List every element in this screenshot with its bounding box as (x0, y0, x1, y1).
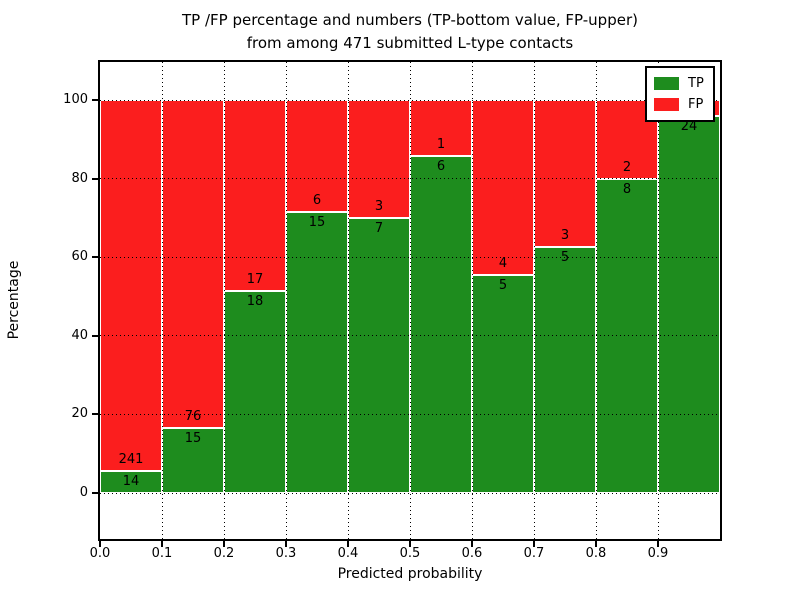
tp-count-label: 8 (622, 181, 632, 197)
tp-count-label: 18 (246, 293, 264, 309)
x-tick-mark (409, 541, 411, 547)
tp-count-label: 14 (122, 474, 140, 490)
y-tick-label: 100 (63, 92, 88, 107)
x-tick-label: 0.4 (337, 546, 359, 561)
x-tick-label: 0.6 (461, 546, 483, 561)
bar-fp-segment (534, 100, 596, 248)
y-tick-mark (92, 492, 98, 494)
bar-tp-segment (658, 115, 720, 493)
y-tick-label: 40 (71, 327, 88, 343)
x-tick-label: 0.9 (647, 546, 669, 561)
chart-title-line1: TP /FP percentage and numbers (TP-bottom… (182, 11, 638, 29)
fp-count-label: 2 (622, 159, 632, 175)
y-tick-mark (92, 99, 98, 101)
fp-count-label: 1 (436, 137, 446, 153)
v-gridline (533, 62, 535, 539)
legend-entry-tp: TP (654, 75, 706, 91)
v-gridline (161, 62, 163, 539)
fp-count-label: 3 (560, 228, 570, 244)
y-tick-mark (92, 177, 98, 180)
fp-count-label: 17 (246, 271, 264, 287)
y-tick-label: 80 (71, 170, 88, 186)
bar-fp-segment (472, 100, 534, 275)
x-tick-label: 0.1 (151, 546, 173, 561)
bar-fp-segment (100, 100, 162, 472)
chart-title-line2: from among 471 submitted L-type contacts (246, 34, 574, 52)
x-tick-mark (285, 541, 287, 547)
v-gridline (285, 62, 287, 539)
x-tick-label: 0.7 (523, 546, 545, 561)
v-gridline (595, 62, 597, 539)
v-gridline (347, 62, 349, 539)
bar-fp-segment (410, 100, 472, 157)
legend-entry-fp: FP (654, 96, 706, 112)
legend-label-fp: FP (688, 96, 704, 112)
tp-count-label: 7 (374, 220, 384, 236)
bar-fp-segment (224, 100, 286, 291)
bar-tp-segment (410, 156, 472, 493)
x-tick-label: 0.0 (89, 546, 111, 561)
bar-tp-segment (472, 274, 534, 493)
fp-count-label: 3 (374, 198, 384, 214)
fp-count-label: 6 (312, 193, 322, 209)
y-tick-label: 0 (79, 485, 88, 500)
bar-fp-segment (286, 100, 348, 213)
plot-area: 241 14 76 15 17 18 6 15 3 7 1 6 4 5 3 5 2 8 24 TP FP (98, 60, 722, 541)
legend: TP FP (645, 66, 715, 122)
fp-count-label: 4 (498, 255, 508, 271)
x-tick-mark (471, 541, 473, 547)
tp-count-label: 5 (498, 277, 508, 293)
v-gridline (657, 62, 659, 539)
legend-label-tp: TP (688, 75, 704, 91)
y-tick-label: 60 (71, 249, 88, 265)
x-tick-label: 0.5 (399, 546, 421, 561)
tp-count-label: 24 (680, 118, 698, 134)
y-tick-label: 20 (71, 406, 88, 422)
tp-count-label: 15 (184, 431, 202, 447)
bar-tp-segment (534, 247, 596, 493)
x-tick-mark (99, 541, 101, 547)
bar-tp-segment (348, 217, 410, 493)
legend-swatch-fp-icon (654, 98, 679, 111)
fp-count-label: 76 (184, 409, 202, 425)
fp-count-label: 241 (118, 452, 144, 468)
chart-title: TP /FP percentage and numbers (TP-bottom… (100, 9, 720, 55)
y-tick-mark (92, 334, 98, 337)
x-axis-title: Predicted probability (337, 566, 483, 582)
x-tick-label: 0.2 (213, 546, 235, 561)
bar-tp-segment (286, 212, 348, 493)
x-tick-label: 0.8 (585, 546, 607, 561)
v-gridline (223, 62, 225, 539)
x-tick-mark (657, 541, 659, 547)
tp-count-label: 6 (436, 159, 446, 175)
bar-tp-segment (162, 428, 224, 493)
x-tick-mark (161, 541, 163, 547)
x-tick-label: 0.3 (275, 546, 297, 561)
bar-fp-segment (162, 100, 224, 429)
tp-count-label: 5 (560, 250, 570, 266)
y-axis-title: Percentage (6, 260, 22, 340)
x-tick-mark (347, 541, 349, 547)
y-tick-mark (92, 413, 98, 416)
x-tick-mark (223, 541, 225, 547)
tp-count-label: 15 (308, 215, 326, 231)
x-tick-mark (533, 541, 535, 547)
v-gridline (409, 62, 411, 539)
legend-swatch-tp-icon (654, 77, 679, 90)
y-tick-mark (92, 256, 98, 259)
v-gridline (471, 62, 473, 539)
x-tick-mark (595, 541, 597, 547)
bar-tp-segment (224, 290, 286, 493)
